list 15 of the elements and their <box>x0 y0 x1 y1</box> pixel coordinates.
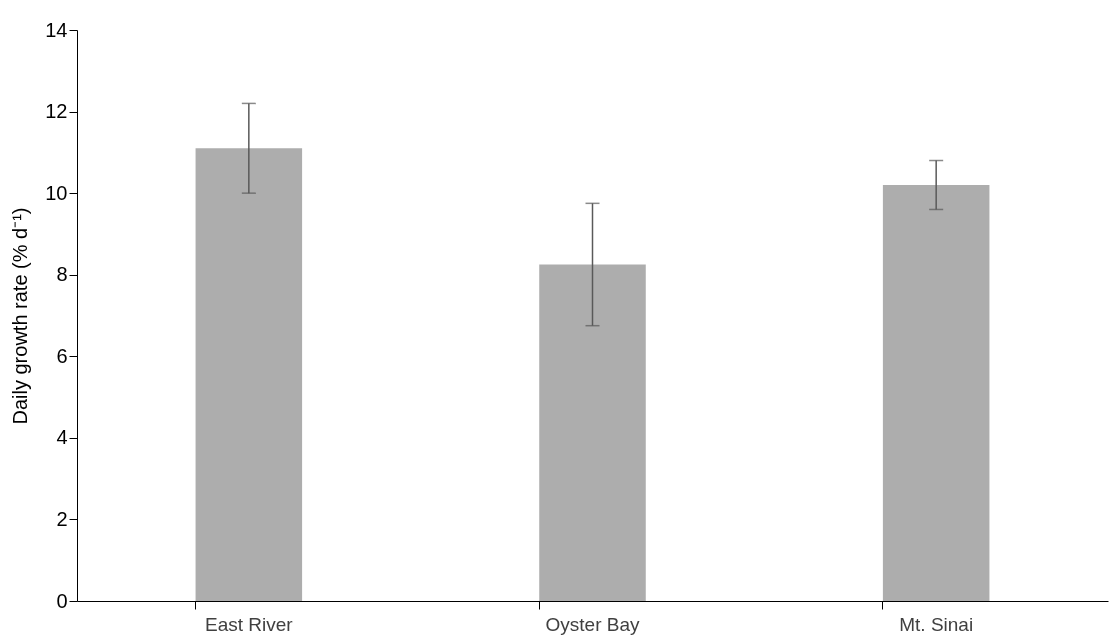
y-tick-label: 14 <box>45 18 68 41</box>
y-tick-label: 10 <box>45 181 68 204</box>
y-tick-label: 12 <box>45 100 68 123</box>
y-tick-label: 6 <box>56 344 68 367</box>
y-tick-label: 0 <box>56 589 68 612</box>
y-tick-label: 8 <box>56 263 68 286</box>
x-tick-label: East River <box>205 613 294 635</box>
y-axis-title: Daily growth rate (% d⁻¹) <box>9 207 32 425</box>
bar <box>882 184 990 601</box>
bar <box>195 148 303 601</box>
x-tick-label: Mt. Sinai <box>899 613 974 635</box>
y-tick-label: 2 <box>56 507 68 530</box>
x-tick-label: Oyster Bay <box>545 613 640 635</box>
bar <box>539 264 646 601</box>
y-tick-label: 4 <box>56 426 68 449</box>
